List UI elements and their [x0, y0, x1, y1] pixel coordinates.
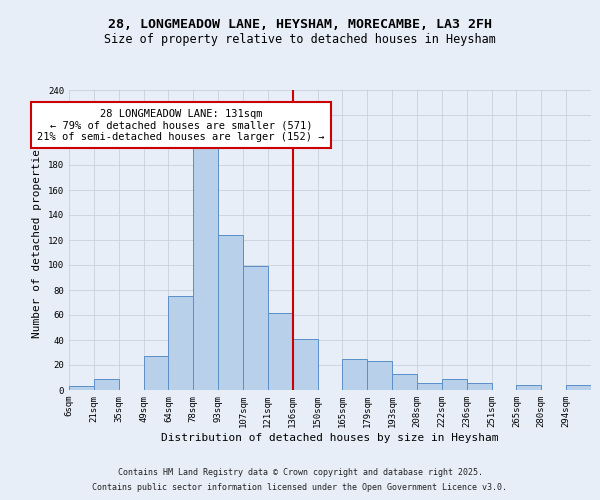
Text: 28, LONGMEADOW LANE, HEYSHAM, MORECAMBE, LA3 2FH: 28, LONGMEADOW LANE, HEYSHAM, MORECAMBE,…	[108, 18, 492, 30]
Bar	[193, 141, 218, 390]
Bar	[243, 266, 268, 390]
Text: Contains HM Land Registry data © Crown copyright and database right 2025.: Contains HM Land Registry data © Crown c…	[118, 468, 482, 477]
Bar	[417, 382, 442, 390]
Bar	[343, 359, 367, 390]
Bar	[467, 382, 491, 390]
Bar	[218, 235, 243, 390]
Bar	[268, 312, 293, 390]
Bar	[442, 379, 467, 390]
Y-axis label: Number of detached properties: Number of detached properties	[32, 142, 43, 338]
Text: 28 LONGMEADOW LANE: 131sqm
← 79% of detached houses are smaller (571)
21% of sem: 28 LONGMEADOW LANE: 131sqm ← 79% of deta…	[37, 109, 325, 142]
Bar	[293, 339, 317, 390]
Bar	[517, 385, 541, 390]
Bar	[94, 379, 119, 390]
Bar	[169, 296, 193, 390]
Bar	[367, 361, 392, 390]
Bar	[69, 386, 94, 390]
Text: Contains public sector information licensed under the Open Government Licence v3: Contains public sector information licen…	[92, 483, 508, 492]
Bar	[143, 356, 169, 390]
X-axis label: Distribution of detached houses by size in Heysham: Distribution of detached houses by size …	[161, 432, 499, 442]
Bar	[392, 374, 417, 390]
Text: Size of property relative to detached houses in Heysham: Size of property relative to detached ho…	[104, 32, 496, 46]
Bar	[566, 385, 591, 390]
